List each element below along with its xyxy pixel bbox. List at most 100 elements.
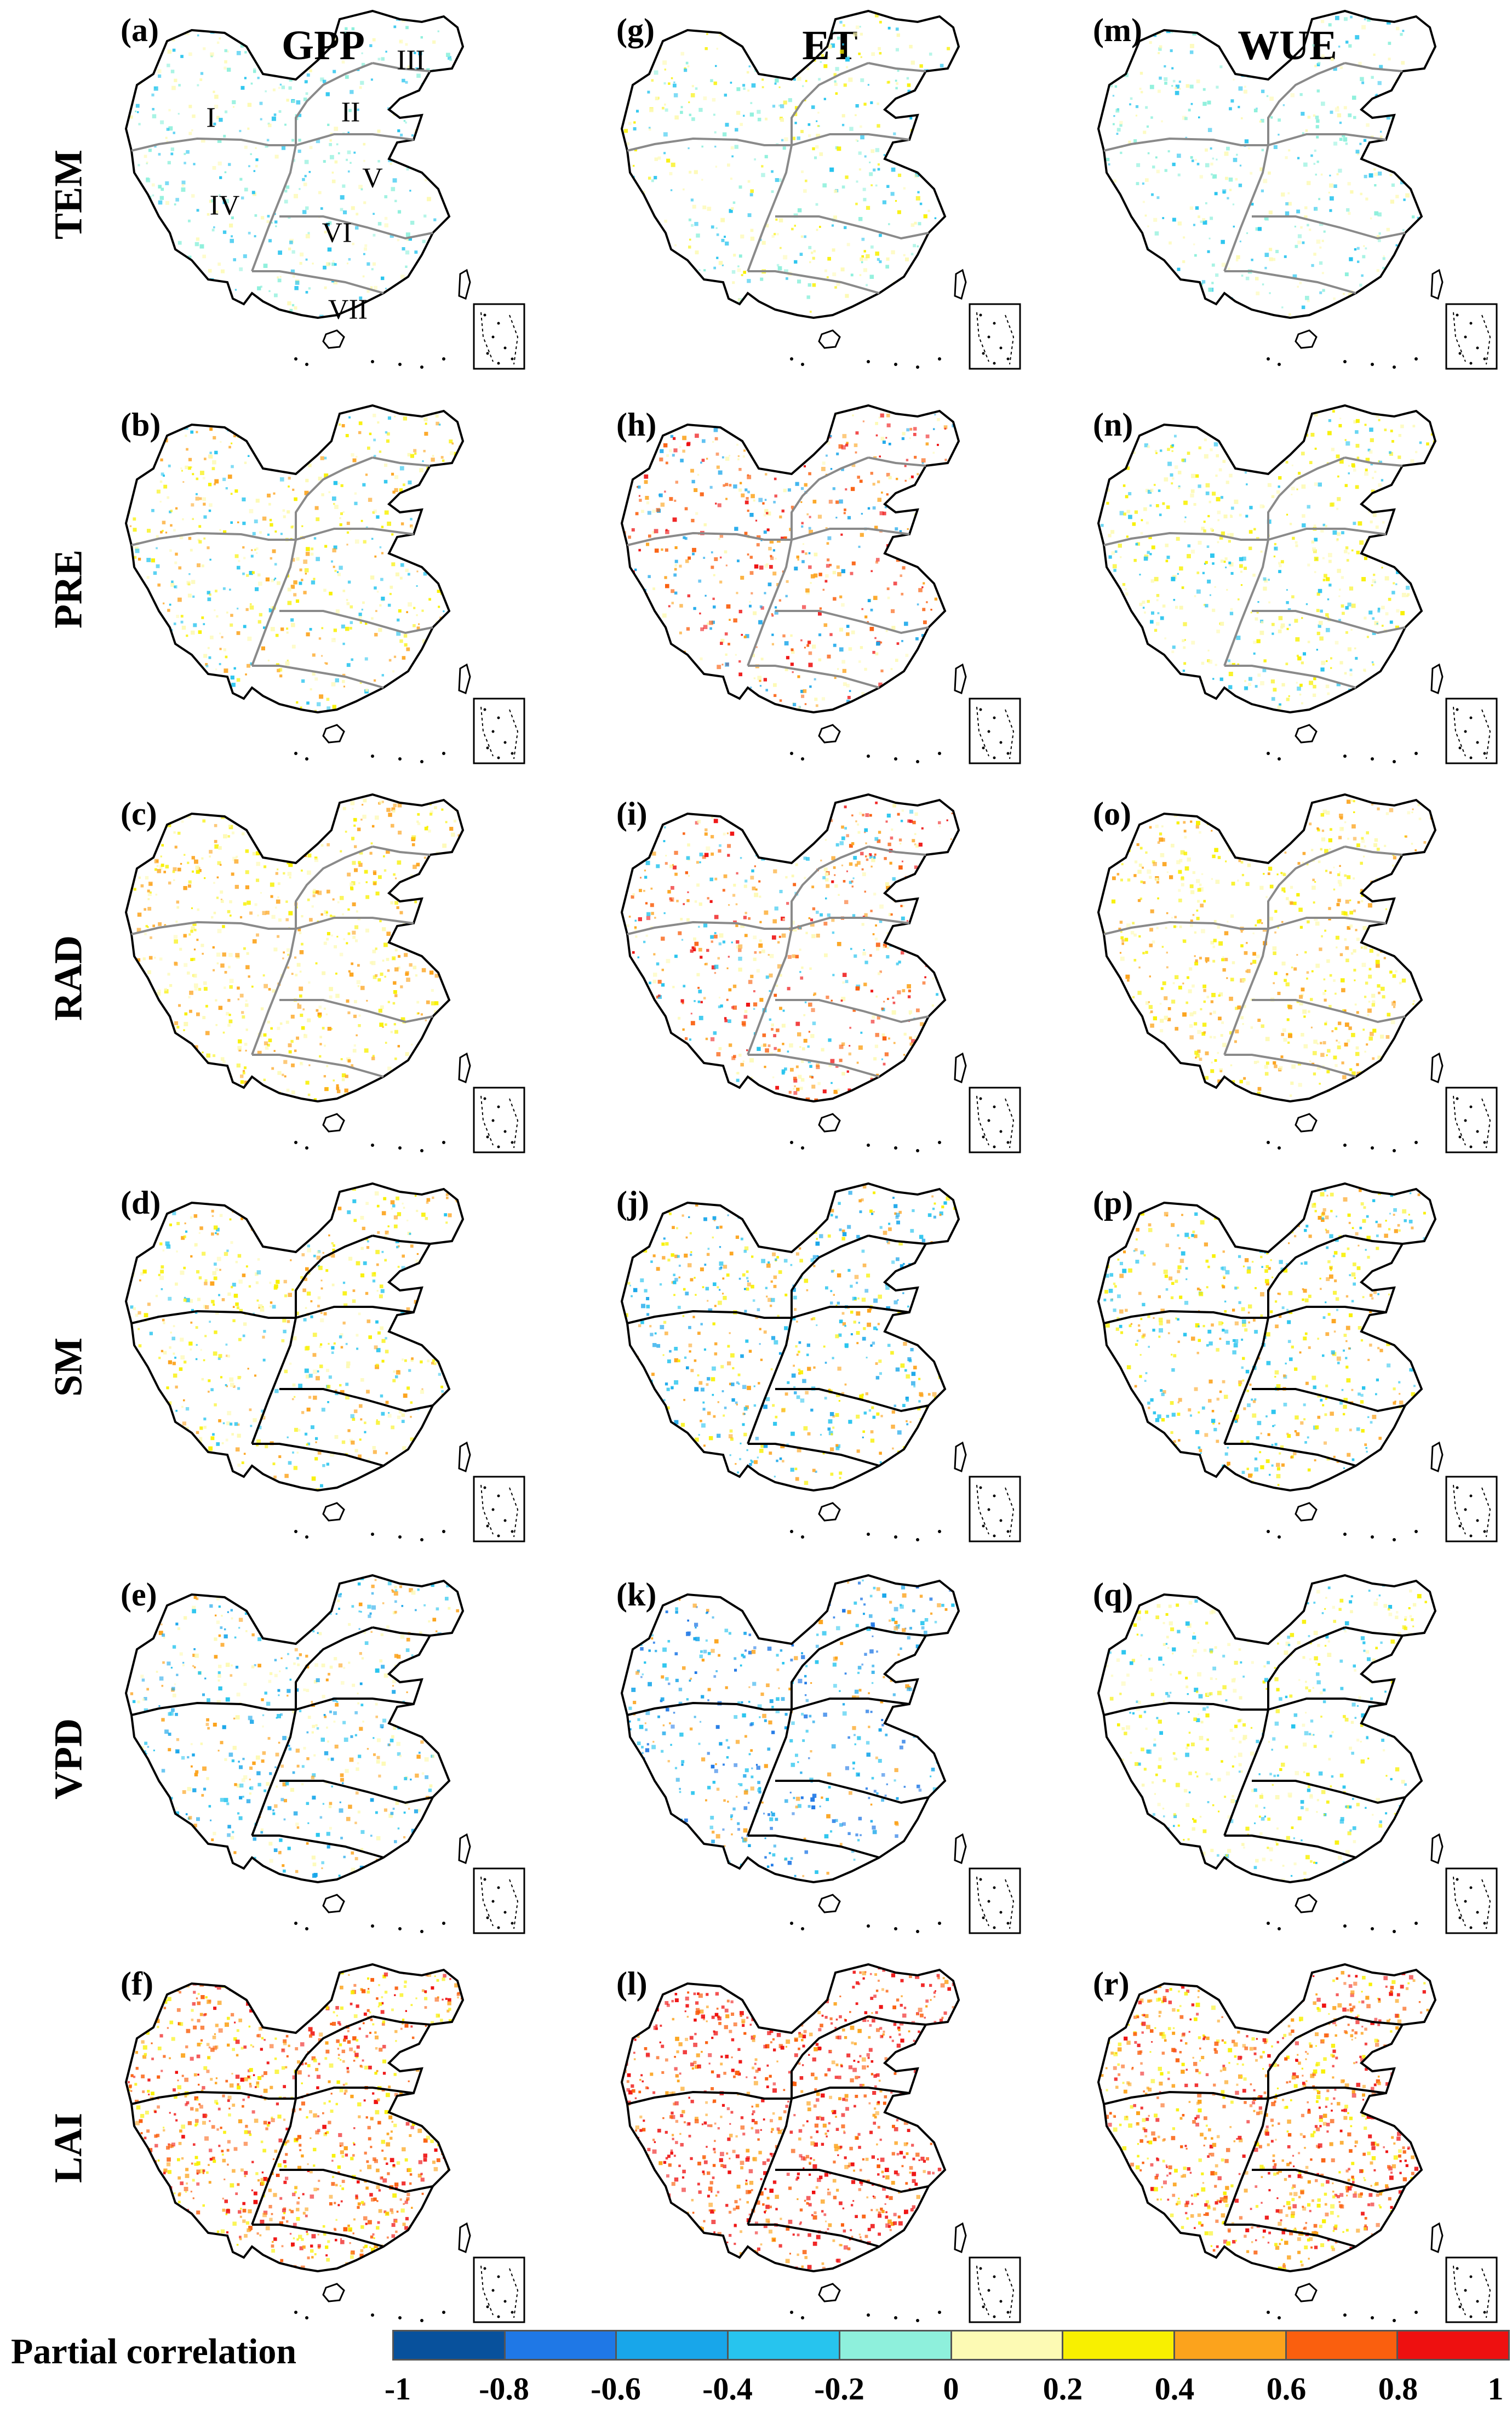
panel-label: (r)	[1093, 1965, 1130, 2002]
region-boundary	[251, 539, 297, 666]
map-panel-tem-gpp: (a) I II III IV V VI VII	[115, 8, 531, 392]
taiwan-island	[458, 1833, 471, 1865]
region-boundary	[748, 1054, 880, 1078]
region-boundary	[1344, 456, 1403, 467]
panel-label: (m)	[1093, 12, 1142, 48]
region-boundary	[1267, 2015, 1345, 2099]
region-boundary	[627, 1310, 792, 1324]
map-panel-sm-wue: (p)	[1087, 1181, 1504, 1564]
region-boundary	[1252, 215, 1406, 240]
region-boundary	[1103, 532, 1268, 546]
taiwan-island	[954, 1052, 967, 1084]
region-boundary	[791, 62, 869, 145]
region-boundary	[295, 456, 373, 540]
china-map	[620, 404, 1021, 764]
correlation-pixels	[126, 405, 463, 712]
region-boundary	[295, 2087, 414, 2100]
map-panel-vpd-et: (k)	[611, 1573, 1027, 1956]
region-boundary	[747, 1709, 793, 1836]
region-boundary	[295, 133, 414, 146]
hainan-island	[1295, 1502, 1318, 1522]
taiwan-island	[954, 1833, 967, 1865]
south-china-sea-inset	[969, 303, 1021, 370]
map-panel-pre-wue: (n)	[1087, 403, 1504, 786]
taiwan-island	[954, 2222, 967, 2254]
region-boundary	[131, 1701, 296, 1716]
south-china-sea-inset	[1445, 303, 1498, 370]
region-boundary	[1267, 1235, 1345, 1318]
region-boundary	[252, 1443, 384, 1467]
region-boundary	[1267, 456, 1345, 540]
china-map	[620, 1182, 1021, 1542]
region-boundary	[868, 456, 926, 467]
region-boundary	[251, 1317, 297, 1444]
hainan-island	[322, 1502, 345, 1522]
country-outline	[124, 404, 465, 714]
colorbar-tick-label: 0.8	[1378, 2371, 1418, 2407]
region-boundary	[868, 1626, 926, 1637]
china-map	[620, 1963, 1021, 2323]
south-china-sea-inset	[473, 2256, 525, 2323]
region-boundary	[295, 845, 373, 929]
region-boundary	[627, 137, 792, 152]
map-panel-sm-gpp: (d)	[115, 1181, 531, 1564]
country-outline	[620, 1963, 960, 2273]
taiwan-island	[458, 1441, 471, 1473]
region-boundary	[252, 270, 384, 294]
colorbar	[392, 2330, 1510, 2361]
region-boundary	[1268, 917, 1387, 930]
south-china-sea-inset	[1445, 1476, 1498, 1542]
region-boundary	[372, 62, 431, 72]
region-boundary	[775, 1780, 929, 1804]
map-panel-lai-gpp: (f)	[115, 1962, 531, 2345]
colorbar-segment	[505, 2331, 617, 2359]
panel-label: (a)	[121, 12, 159, 48]
region-label-2: II	[341, 96, 360, 128]
region-boundary	[1252, 1780, 1406, 1804]
panel-label: (f)	[121, 1965, 153, 2002]
colorbar-legend: Partial correlation -1 -0.8 -0.6 -0.4 -0.2 0 0…	[0, 2318, 1512, 2423]
hainan-island	[818, 329, 841, 349]
region-boundary	[1268, 1306, 1387, 1319]
region-boundary	[791, 1698, 910, 1711]
country-outline	[1097, 1182, 1437, 1492]
region-label-7: VII	[328, 294, 368, 325]
region-boundary	[295, 1698, 414, 1711]
region-label-4: IV	[209, 190, 240, 221]
region-boundary	[748, 2224, 880, 2248]
region-boundary	[1344, 2015, 1403, 2026]
region-boundary	[252, 2224, 384, 2248]
china-map	[1097, 1182, 1498, 1542]
region-boundary	[791, 2087, 910, 2100]
region-boundary	[1223, 539, 1269, 666]
taiwan-island	[954, 1441, 967, 1473]
country-outline	[1097, 1963, 1437, 2273]
region-boundary	[791, 456, 869, 540]
country-outline	[1097, 1574, 1437, 1884]
colorbar-segment	[1175, 2331, 1287, 2359]
correlation-pixels	[622, 1185, 959, 1490]
region-boundary	[1103, 1701, 1268, 1716]
region-label-1: I	[206, 102, 216, 134]
region-boundary	[791, 1626, 869, 1710]
country-outline	[124, 1574, 465, 1884]
legend-title: Partial correlation	[11, 2331, 297, 2371]
correlation-pixels	[622, 11, 959, 318]
china-map	[1097, 9, 1498, 370]
panel-label: (i)	[616, 796, 648, 832]
region-boundary	[775, 610, 929, 635]
region-boundary	[295, 1235, 373, 1318]
country-outline	[1097, 9, 1437, 319]
china-map	[124, 1574, 525, 1934]
region-boundary	[1267, 62, 1345, 145]
column-title-gpp: GPP	[282, 22, 365, 68]
taiwan-island	[458, 2222, 471, 2254]
region-boundary	[372, 456, 431, 467]
correlation-pixels	[622, 1576, 959, 1882]
region-boundary	[1103, 1310, 1268, 1324]
colorbar-segment	[952, 2331, 1064, 2359]
region-boundary	[627, 1701, 792, 1716]
region-boundary	[131, 532, 296, 546]
correlation-pixels	[1098, 405, 1435, 712]
map-panel-sm-et: (j)	[611, 1181, 1027, 1564]
